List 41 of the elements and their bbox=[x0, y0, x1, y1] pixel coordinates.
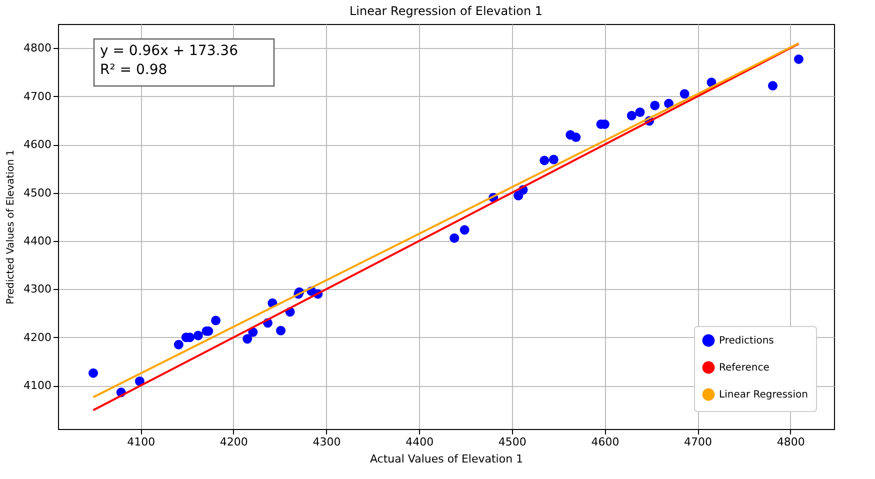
point bbox=[88, 368, 98, 378]
y-tick-label: 4600 bbox=[24, 138, 52, 152]
point bbox=[450, 233, 460, 243]
y-tick-label: 4400 bbox=[24, 234, 52, 248]
y-tick-label: 4800 bbox=[24, 42, 52, 55]
x-tick-label: 4400 bbox=[406, 436, 434, 448]
x-axis-title: Actual Values of Elevation 1 bbox=[370, 452, 524, 466]
annotation: y = 0.96x + 173.36 bbox=[100, 43, 238, 59]
annotation: R² = 0.98 bbox=[100, 62, 168, 78]
x-tick-label: 4600 bbox=[591, 436, 620, 448]
point bbox=[794, 54, 804, 64]
point bbox=[174, 340, 184, 350]
y-tick-label: 4500 bbox=[24, 186, 52, 200]
x-tick-label: 4500 bbox=[498, 436, 526, 448]
point bbox=[276, 326, 286, 336]
y-tick-label: 4200 bbox=[24, 330, 52, 344]
point bbox=[635, 108, 645, 117]
point bbox=[626, 110, 636, 120]
x-tick-label: 4700 bbox=[684, 436, 712, 448]
y-tick-label: 4700 bbox=[24, 90, 52, 103]
x-tick-label: 4300 bbox=[312, 436, 341, 448]
y-axis-title: Predicted Values of Elevation 1 bbox=[6, 150, 17, 304]
point bbox=[650, 100, 660, 110]
point bbox=[680, 89, 690, 99]
point bbox=[768, 80, 778, 90]
point bbox=[193, 330, 203, 340]
point bbox=[540, 156, 550, 166]
legend-label: Reference bbox=[719, 362, 770, 374]
x-tick-label: 4800 bbox=[776, 436, 805, 448]
x-tick-label: 4200 bbox=[220, 436, 248, 448]
point bbox=[460, 225, 470, 235]
y-tick-label: 4100 bbox=[24, 379, 52, 392]
point bbox=[242, 334, 252, 344]
x-tick-label: 4100 bbox=[127, 436, 156, 448]
point bbox=[211, 316, 221, 326]
y-tick-label: 4300 bbox=[24, 282, 52, 296]
legend-label: Linear Regression bbox=[719, 390, 808, 400]
point bbox=[571, 132, 581, 142]
legend-label: Predictions bbox=[719, 336, 774, 346]
point bbox=[548, 154, 558, 164]
chart-title: Linear Regression of Elevation 1 bbox=[349, 4, 543, 18]
